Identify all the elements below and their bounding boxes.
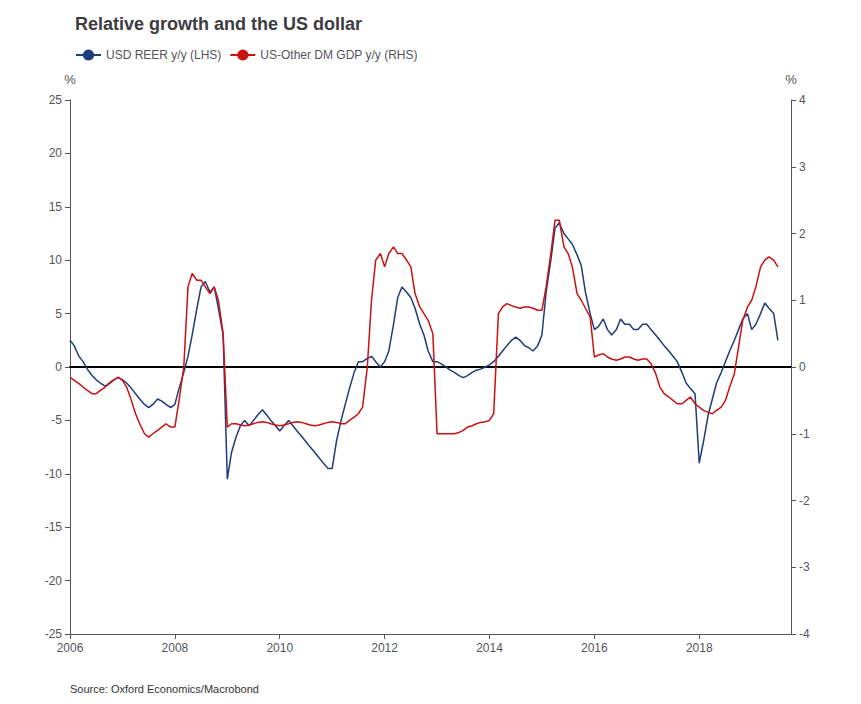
svg-text:-4: -4: [799, 627, 810, 641]
svg-text:Relative growth and the US dol: Relative growth and the US dollar: [75, 14, 362, 34]
svg-text:25: 25: [49, 93, 63, 107]
svg-text:%: %: [785, 72, 797, 87]
svg-text:-1: -1: [799, 427, 810, 441]
svg-text:15: 15: [49, 200, 63, 214]
svg-text:5: 5: [55, 307, 62, 321]
svg-text:-10: -10: [45, 467, 63, 481]
svg-text:2006: 2006: [57, 641, 84, 655]
svg-text:2016: 2016: [581, 641, 608, 655]
svg-text:2018: 2018: [686, 641, 713, 655]
svg-text:2008: 2008: [162, 641, 189, 655]
svg-text:4: 4: [799, 93, 806, 107]
svg-text:-20: -20: [45, 574, 63, 588]
svg-text:0: 0: [55, 360, 62, 374]
svg-text:2: 2: [799, 227, 806, 241]
svg-text:0: 0: [799, 360, 806, 374]
svg-text:20: 20: [49, 146, 63, 160]
svg-text:%: %: [64, 72, 76, 87]
svg-text:2012: 2012: [371, 641, 398, 655]
svg-text:2014: 2014: [476, 641, 503, 655]
svg-text:-2: -2: [799, 494, 810, 508]
svg-text:-25: -25: [45, 627, 63, 641]
svg-text:3: 3: [799, 160, 806, 174]
svg-text:2010: 2010: [266, 641, 293, 655]
svg-text:Source: Oxford Economics/Macro: Source: Oxford Economics/Macrobond: [70, 683, 259, 695]
svg-text:US-Other DM GDP y/y (RHS): US-Other DM GDP y/y (RHS): [260, 48, 417, 62]
svg-text:-3: -3: [799, 560, 810, 574]
svg-text:1: 1: [799, 293, 806, 307]
svg-text:10: 10: [49, 253, 63, 267]
svg-text:-15: -15: [45, 520, 63, 534]
svg-text:-5: -5: [51, 413, 62, 427]
svg-text:USD REER y/y (LHS): USD REER y/y (LHS): [106, 48, 221, 62]
